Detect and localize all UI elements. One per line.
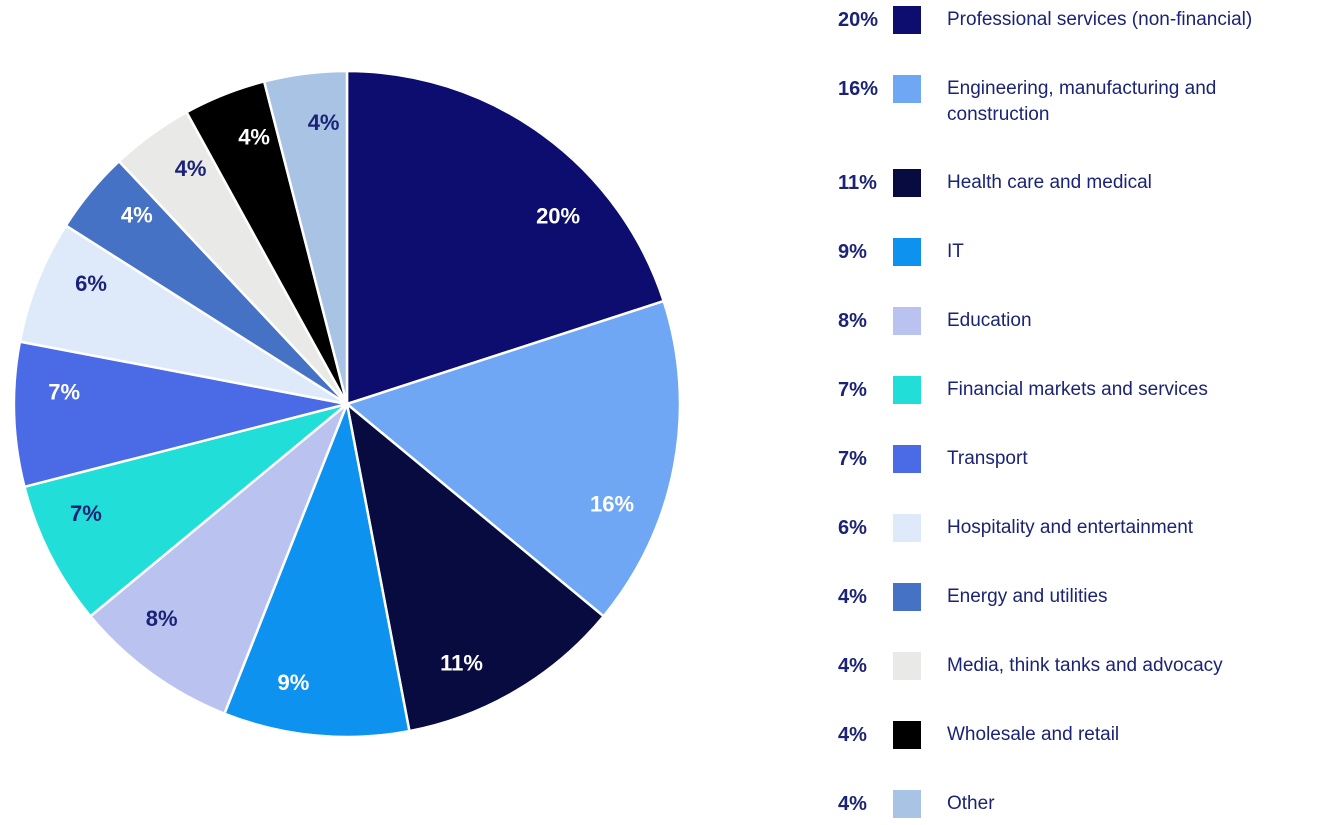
pie-slice-value-label: 20% [536,203,580,228]
legend-label: Hospitality and entertainment [947,517,1194,538]
legend-value: 7% [838,448,867,470]
legend-value: 11% [838,172,877,194]
legend-label: Transport [947,448,1028,469]
pie-slice-value-label: 4% [238,125,270,150]
legend-color-swatch [893,790,921,818]
pie-slice-value-label: 4% [308,110,340,135]
legend-item: 4% Media, think tanks and advocacy [838,652,1333,680]
legend-color-swatch [893,652,921,680]
legend-value: 8% [838,310,867,332]
pie-slice [223,402,411,739]
legend-item: 4% Other [838,790,1333,818]
pie-slice [18,224,349,406]
legend-label: Education [947,310,1032,331]
legend-item: 16% Engineering, manufacturing and constr… [838,75,1333,128]
legend-value: 7% [838,379,867,401]
legend-label: Media, think tanks and advocacy [947,655,1223,676]
pie-slice [12,340,349,489]
legend-item: 11% Health care and medical [838,169,1333,197]
legend-item: 7% Financial markets and services [838,376,1333,404]
legend-value: 6% [838,517,867,539]
legend-item: 7% Transport [838,445,1333,473]
legend-color-swatch [893,376,921,404]
legend-label: Other [947,793,995,814]
pie-slice-value-label: 11% [440,651,483,676]
pie-slice [262,69,349,406]
legend-color-swatch [893,583,921,611]
legend-label: Financial markets and services [947,379,1208,400]
legend-label: Professional services (non-financial) [947,9,1253,30]
pie-slice-value-label: 7% [70,501,102,526]
pie-slice [23,402,349,618]
legend-label: Wholesale and retail [947,724,1120,745]
legend-value: 9% [838,241,867,263]
legend-item: 8% Education [838,307,1333,335]
legend-value: 4% [838,793,867,815]
legend-label: Energy and utilities [947,586,1108,607]
pie-slice-value-label: 9% [278,670,310,695]
legend-item: 20% Professional services (non-financial) [838,6,1333,34]
pie-slice [345,299,682,618]
pie-slice [345,402,605,733]
pie-slice-value-label: 4% [121,202,153,227]
pie-slice-value-label: 7% [48,380,80,405]
legend-label: Health care and medical [947,172,1152,193]
legend-color-swatch [893,721,921,749]
pie-slice-value-label: 6% [75,271,107,296]
legend-item: 4% Wholesale and retail [838,721,1333,749]
pie-slice [89,402,349,715]
legend-value: 4% [838,724,867,746]
pie-slice-value-label: 8% [146,606,178,631]
chart-legend: 20% Professional services (non-financial)… [838,6,1333,825]
pie-chart: 20% 16% 11% 9% 8% 7% 7% 6% 4% 4% 4% 4% [12,69,682,739]
legend-item: 9% IT [838,238,1333,266]
legend-item: 4% Energy and utilities [838,583,1333,611]
legend-color-swatch [893,514,921,542]
legend-item: 6% Hospitality and entertainment [838,514,1333,542]
legend-value: 16% [838,78,879,100]
legend-color-swatch [893,169,921,197]
legend-color-swatch [893,6,921,34]
legend-label: Engineering, manufacturing and construct… [947,78,1217,125]
pie-slice-value-label: 4% [175,156,207,181]
legend-color-swatch [893,307,921,335]
legend-value: 20% [838,9,879,31]
pie-slice [345,69,665,406]
legend-value: 4% [838,655,867,677]
legend-label: IT [947,241,964,262]
legend-color-swatch [893,75,921,103]
legend-color-swatch [893,445,921,473]
legend-color-swatch [893,238,921,266]
legend-value: 4% [838,586,867,608]
pie-slice-value-label: 16% [590,492,634,517]
